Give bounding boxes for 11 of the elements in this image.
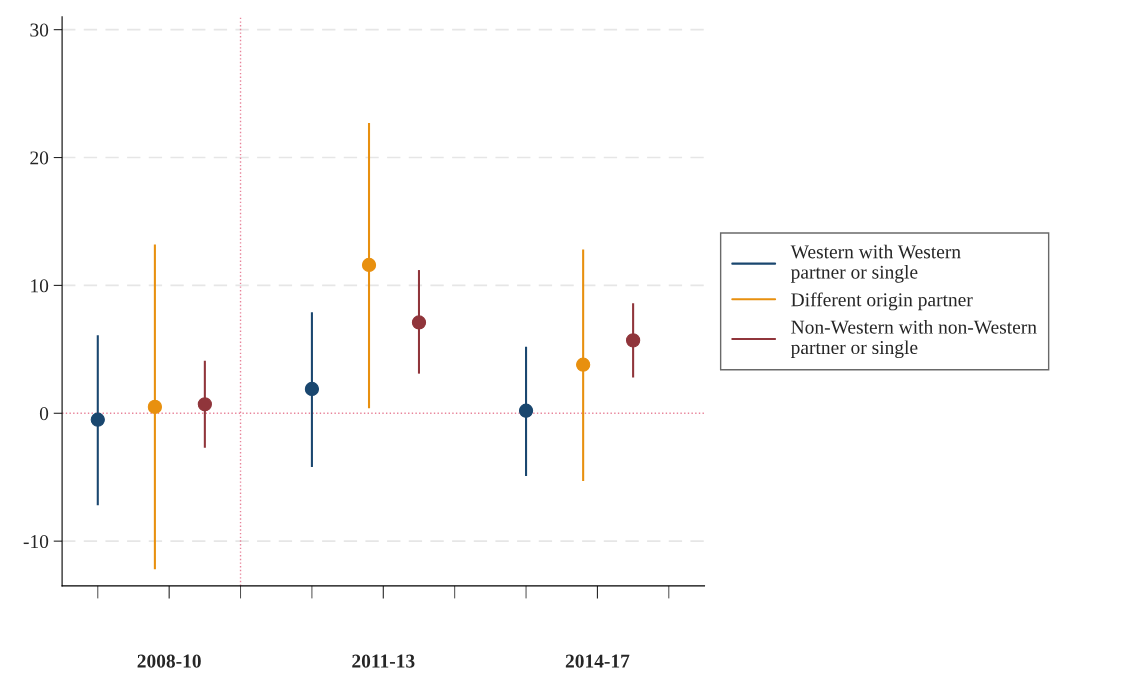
y-tick-label: 0 <box>39 407 49 421</box>
legend-label: Different origin partner <box>791 292 973 311</box>
y-tick-label: 20 <box>30 151 49 165</box>
x-tick-label: 2014-17 <box>565 654 630 668</box>
x-tick-label: 2011-13 <box>352 654 415 668</box>
legend-label: Western with Western partner or single <box>790 244 961 283</box>
legend-label: Non-Western with non-Western partner or single <box>790 320 1037 359</box>
x-tick-label: 2008-10 <box>137 654 201 668</box>
y-tick-label: -10 <box>23 534 49 549</box>
y-tick-label: 30 <box>30 23 49 37</box>
y-tick-label: 10 <box>31 279 49 293</box>
